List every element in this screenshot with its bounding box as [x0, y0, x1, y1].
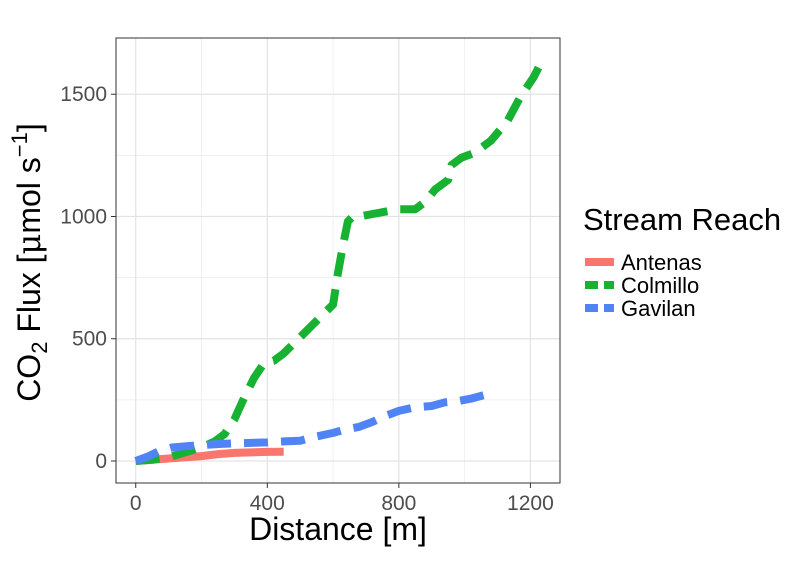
- y-axis-title: CO2 Flux [μmol s−1]: [7, 123, 52, 402]
- y-axis-title-subscript: 2: [27, 342, 52, 354]
- x-tick-label: 1200: [507, 492, 554, 515]
- y-axis-title-unit: mol s: [11, 157, 47, 233]
- y-axis-title-mid: Flux [: [11, 254, 47, 341]
- y-axis-title-mu: μ: [10, 234, 48, 255]
- y-tick-label: 0: [95, 450, 107, 473]
- y-tick-label: 1500: [60, 83, 107, 106]
- y-axis: 0 500 1000 1500: [60, 83, 116, 473]
- y-axis-title-prefix: CO: [11, 354, 47, 402]
- series-line-antenas: [135, 447, 284, 465]
- y-axis-title-superscript: −1: [7, 132, 32, 157]
- legend-title: Stream Reach: [583, 202, 781, 237]
- x-axis: 0 400 800 1200: [130, 483, 554, 515]
- y-axis-title-suffix: ]: [11, 123, 47, 132]
- legend-label-antenas: Antenas: [621, 250, 702, 275]
- series-line-colmillo: [135, 55, 548, 465]
- legend-label-gavilan: Gavilan: [621, 296, 696, 321]
- x-tick-label: 800: [381, 492, 416, 515]
- minor-gridlines: [116, 38, 560, 483]
- x-tick-label: 400: [250, 492, 285, 515]
- series-lines: [134, 55, 548, 465]
- x-tick-label: 0: [130, 492, 142, 515]
- y-tick-label: 1000: [60, 205, 107, 228]
- plot-panel-border: [115, 37, 561, 484]
- x-axis-title: Distance [m]: [249, 511, 427, 547]
- plot-panel: [115, 37, 561, 484]
- legend-label-colmillo: Colmillo: [621, 273, 699, 298]
- series-line-gavilan: [134, 391, 486, 465]
- y-tick-label: 500: [72, 328, 107, 351]
